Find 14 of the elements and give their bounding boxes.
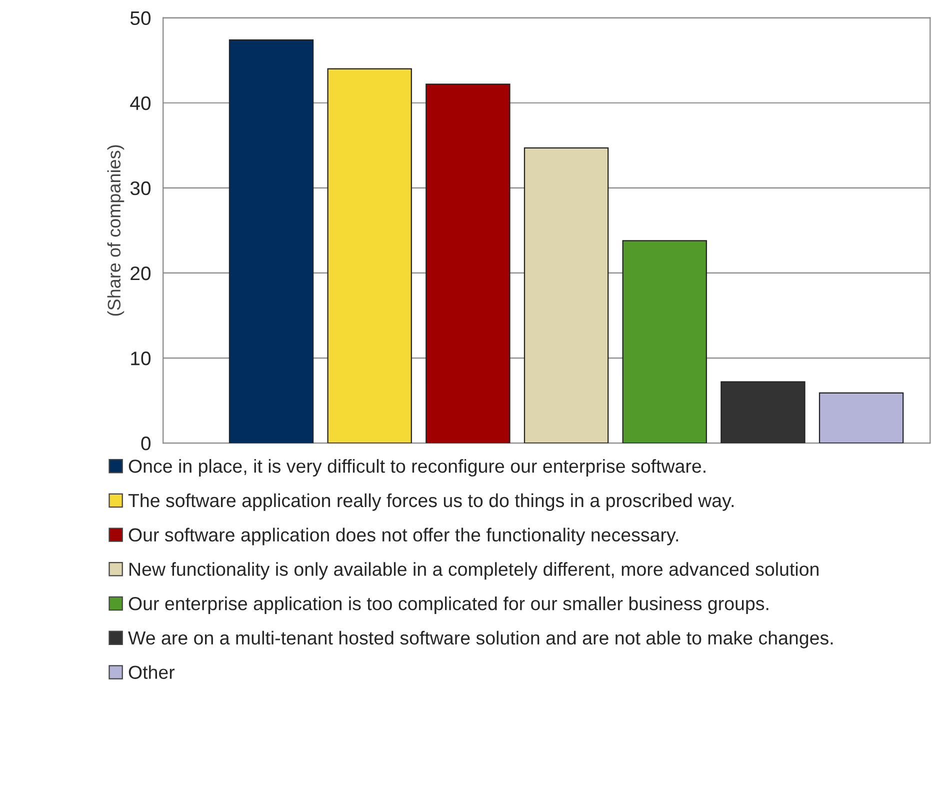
legend-label: We are on a multi-tenant hosted software solution and are not able to make changes. bbox=[128, 630, 833, 648]
legend-label: Our software application does not offer the functionality necessary. bbox=[128, 528, 678, 546]
y-tick-label: 20 bbox=[130, 266, 151, 280]
y-tick-label: 30 bbox=[130, 181, 151, 196]
legend-label: Other bbox=[128, 665, 175, 679]
y-tick-label: 10 bbox=[131, 351, 151, 366]
legend-label: Once in place, it is very difficult to reconfigure our enterprise software. bbox=[128, 459, 706, 477]
y-axis-title: (Share of companies) bbox=[107, 145, 124, 316]
legend-label: Our enterprise application is too complicated for our smaller business groups. bbox=[128, 596, 768, 614]
legend-label: New functionality is only available in a completely different, more advanced solution bbox=[130, 562, 818, 580]
y-tick-label: 50 bbox=[130, 11, 151, 26]
legend-label: The software application really forces us to do things in a proscribed way. bbox=[128, 493, 734, 511]
y-tick-label: 0 bbox=[141, 436, 151, 450]
y-tick-label: 40 bbox=[130, 96, 151, 110]
